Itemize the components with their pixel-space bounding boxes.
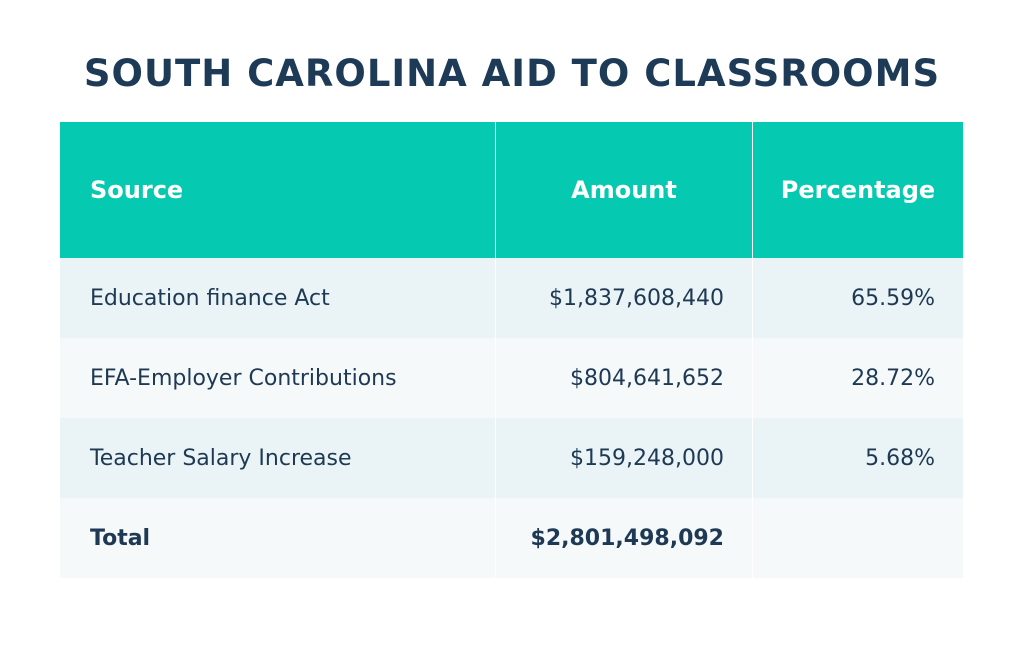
cell: 5.68% [753,418,963,498]
empty-cell [753,498,963,578]
cell: 28.72% [753,338,963,418]
table-row: Education finance Act $1,837,608,440 65.… [60,258,963,338]
cell: $804,641,652 [496,338,752,418]
cell: $159,248,000 [496,418,752,498]
header-cell: Percentage [753,122,963,258]
cell: $1,837,608,440 [496,258,752,338]
cell: Teacher Salary Increase [60,418,495,498]
cell: EFA-Employer Contributions [60,338,495,418]
total-amount: $2,801,498,092 [496,498,752,578]
header-cell: Amount [496,122,752,258]
table-row: EFA-Employer Contributions $804,641,652 … [60,338,963,418]
header-row: Source Amount Percentage [60,122,963,258]
cell: Education finance Act [60,258,495,338]
cell: 65.59% [753,258,963,338]
total-label: Total [60,498,495,578]
total-row: Total $2,801,498,092 [60,498,963,578]
title: SOUTH CAROLINA AID TO CLASSROOMS [83,52,941,95]
table-row: Teacher Salary Increase $159,248,000 5.6… [60,418,963,498]
header-cell: Source [60,122,495,258]
